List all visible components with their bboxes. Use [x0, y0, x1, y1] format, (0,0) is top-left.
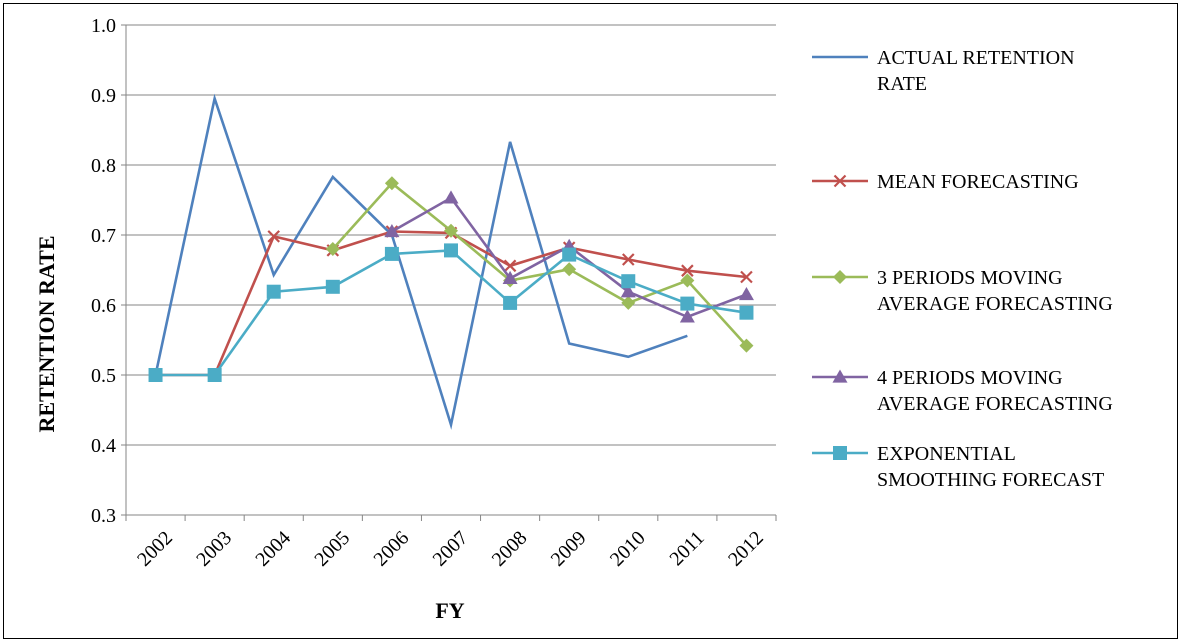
series-4-point-2003	[207, 368, 222, 382]
series-2	[325, 176, 754, 353]
series-1-point-2008	[503, 259, 517, 273]
x-tick-label-2008: 2008	[488, 527, 532, 571]
x-tick-label-2003: 2003	[192, 527, 236, 571]
series-1-point-2004	[267, 230, 281, 243]
x-tick-label-2012: 2012	[724, 527, 768, 571]
series-line-0	[154, 93, 688, 430]
series-4-point-2005	[325, 279, 340, 294]
series-4-point-2010	[621, 274, 636, 289]
series-group	[148, 93, 754, 430]
axes	[121, 24, 777, 521]
legend-label-0-line-1: RATE	[877, 73, 927, 95]
y-axis-title: RETENTION RATE	[34, 235, 59, 432]
x-tick-label-2002: 2002	[133, 527, 177, 571]
legend-item-2: 3 PERIODS MOVING AVERAGE FORECASTING	[812, 267, 1113, 315]
legend-label-1-line-0: MEAN FORECASTING	[877, 171, 1079, 193]
series-4-point-2009	[562, 247, 577, 262]
x-tick-label-2009: 2009	[547, 527, 591, 571]
x-tick-label-2007: 2007	[429, 527, 473, 571]
legend-marker-2	[833, 270, 847, 284]
legend-label-2-line-1: AVERAGE FORECASTING	[877, 293, 1113, 315]
series-4-point-2004	[266, 284, 281, 299]
x-tick-label-2010: 2010	[606, 527, 650, 571]
chart-frame	[3, 3, 1178, 639]
x-tick-label-2011: 2011	[665, 527, 708, 570]
y-tick-label-4: 0.7	[91, 225, 116, 247]
x-tick-label-2004: 2004	[251, 527, 295, 571]
series-2-point-2010	[621, 295, 636, 310]
legend-label-4-line-1: SMOOTHING FORECAST	[877, 469, 1104, 491]
series-4-point-2007	[444, 243, 458, 258]
series-line-4	[155, 249, 747, 377]
series-0	[154, 93, 688, 430]
series-4-point-2012	[739, 305, 754, 320]
y-tick-label-0: 0.3	[91, 505, 116, 527]
legend-marker-4	[833, 446, 847, 460]
legend-label-4-line-0: EXPONENTIAL	[877, 443, 1016, 465]
x-axis-title: FY	[435, 598, 464, 623]
series-2-point-2007	[444, 223, 458, 238]
series-4-point-2008	[503, 295, 518, 310]
legend-label-3-line-1: AVERAGE FORECASTING	[877, 393, 1113, 415]
y-tick-label-7: 1.0	[91, 15, 116, 37]
x-tick-label-2005: 2005	[310, 527, 354, 571]
legend-label-2-line-0: 3 PERIODS MOVING	[877, 267, 1063, 289]
series-2-point-2009	[562, 262, 577, 277]
series-1-point-2012	[740, 270, 753, 284]
legend: ACTUAL RETENTION RATE MEAN FORECASTING 3 PE…	[812, 47, 1113, 491]
y-tick-label-6: 0.9	[91, 85, 116, 107]
series-3-point-2010	[620, 284, 636, 298]
series-3-point-2007	[443, 190, 459, 204]
series-2-point-2011	[680, 273, 695, 288]
series-4-point-2002	[148, 368, 163, 382]
y-tick-label-1: 0.4	[91, 435, 116, 457]
legend-item-3: 4 PERIODS MOVING AVERAGE FORECASTING	[812, 367, 1113, 415]
series-3-point-2012	[738, 287, 754, 301]
series-1-point-2010	[621, 253, 635, 266]
series-3-point-2006	[384, 224, 400, 238]
y-tick-label-3: 0.6	[91, 295, 116, 317]
legend-item-0: ACTUAL RETENTION RATE	[812, 47, 1075, 95]
series-line-2	[331, 181, 748, 347]
series-1-point-2011	[681, 264, 694, 277]
series-3-point-2011	[679, 309, 695, 323]
series-4-point-2011	[680, 296, 695, 311]
legend-label-0-line-0: ACTUAL RETENTION	[877, 47, 1075, 69]
x-tick-label-2006: 2006	[370, 527, 414, 571]
legend-item-1: MEAN FORECASTING	[812, 171, 1079, 193]
y-tick-label-5: 0.8	[91, 155, 116, 177]
series-4	[148, 243, 754, 382]
legend-item-4: EXPONENTIAL SMOOTHING FORECAST	[812, 443, 1104, 491]
series-3-point-2008	[502, 270, 518, 285]
legend-marker-1	[833, 174, 847, 188]
x-tick-labels: 2002 2003 2004 2005 2006 2007 2008 2009 2010 2011…	[133, 527, 768, 571]
series-2-point-2006	[384, 176, 399, 191]
series-2-point-2005	[325, 242, 340, 256]
series-4-point-2006	[384, 246, 399, 261]
legend-label-3-line-0: 4 PERIODS MOVING	[877, 367, 1063, 389]
y-tick-labels: 0.3 0.4 0.5 0.6 0.7 0.8 0.9 1.0	[91, 15, 116, 527]
legend-marker-3	[832, 369, 848, 383]
y-tick-label-2: 0.5	[91, 365, 116, 387]
series-2-point-2012	[739, 338, 754, 353]
